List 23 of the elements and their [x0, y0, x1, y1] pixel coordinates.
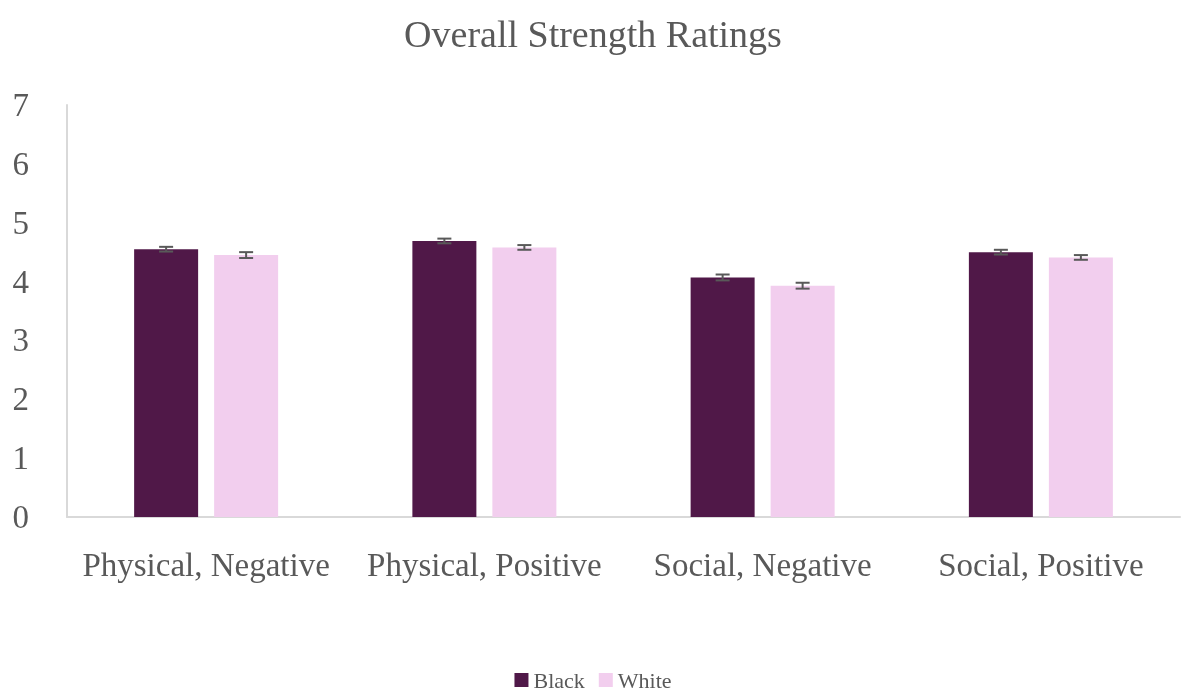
bar: [134, 249, 199, 517]
chart-title: Overall Strength Ratings: [404, 13, 782, 55]
bar: [492, 247, 557, 517]
y-tick-label: 0: [12, 499, 29, 535]
legend-label: White: [617, 667, 672, 693]
bar: [770, 285, 835, 517]
y-tick-label: 5: [12, 204, 29, 241]
x-tick-label: Physical, Negative: [82, 547, 330, 583]
bar: [1048, 257, 1113, 517]
y-tick-label: 3: [12, 322, 29, 359]
y-tick-label: 2: [12, 381, 29, 418]
bar: [690, 277, 755, 517]
y-tick-label: 7: [12, 87, 29, 123]
x-tick-label: Social, Positive: [938, 547, 1144, 583]
y-tick-label: 1: [12, 440, 29, 477]
bar: [214, 255, 279, 517]
bar: [412, 240, 477, 517]
legend-label: Black: [533, 667, 585, 693]
x-tick-label: Social, Negative: [653, 547, 872, 583]
y-tick-label: 4: [12, 263, 29, 300]
y-tick-label: 6: [12, 145, 29, 182]
x-tick-label: Physical, Positive: [367, 547, 602, 583]
bar: [968, 252, 1033, 517]
